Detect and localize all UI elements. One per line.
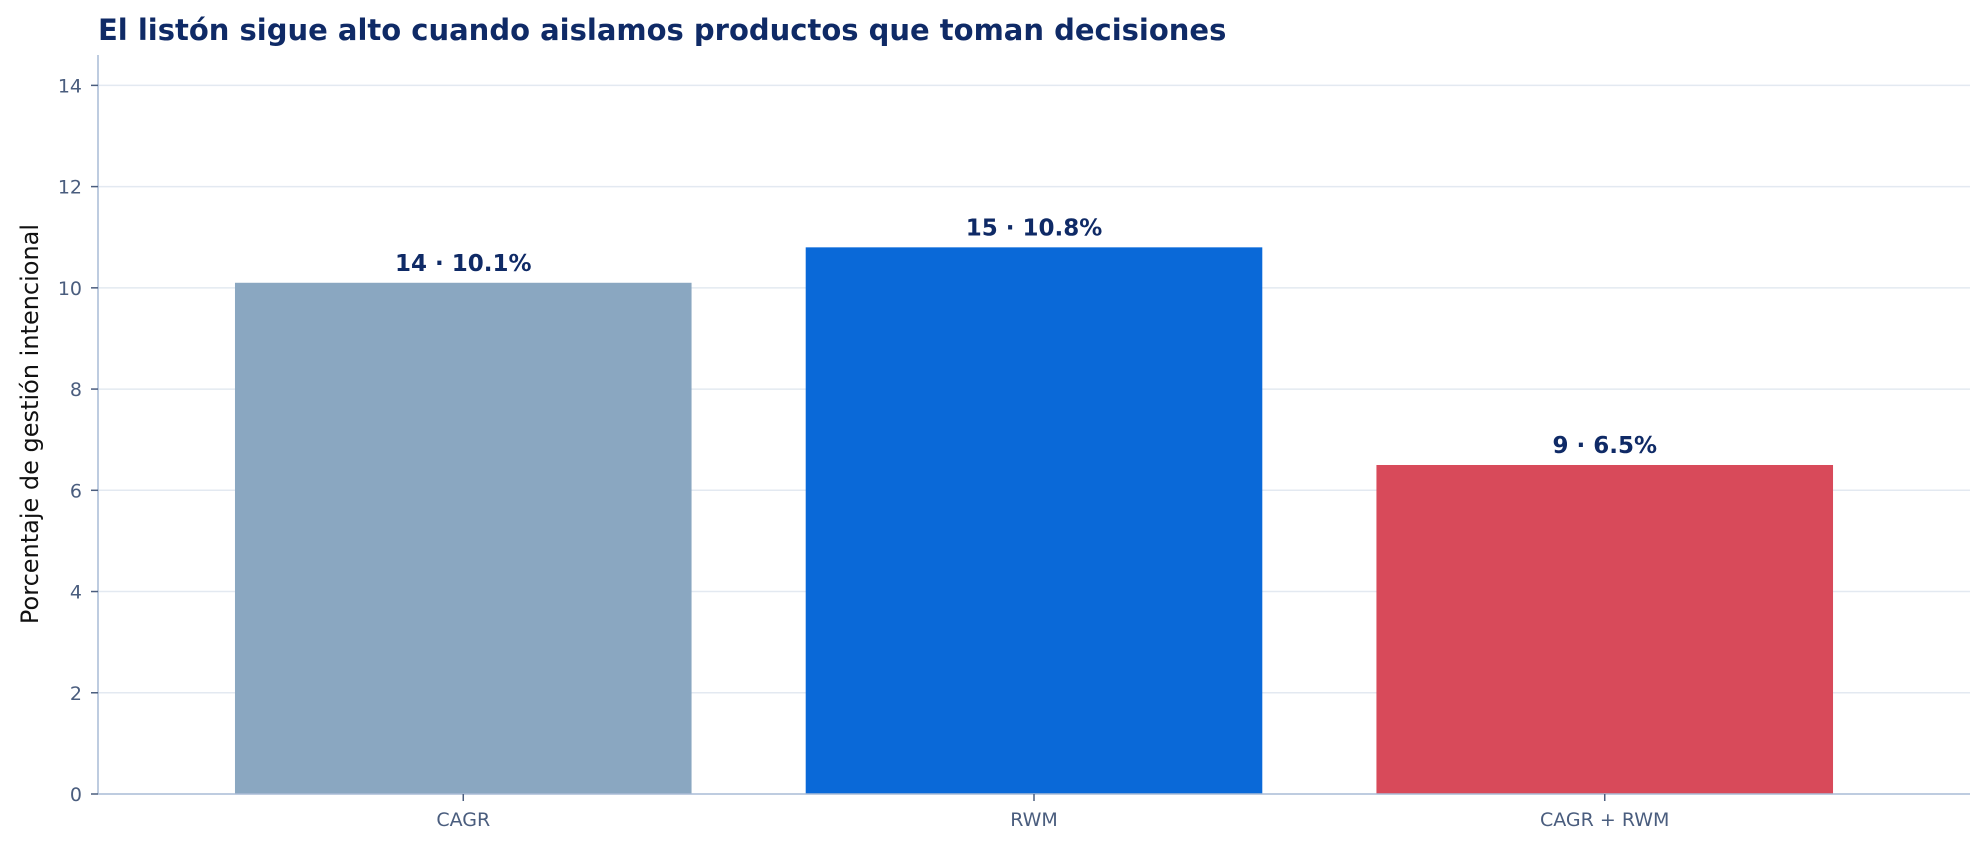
x-tick-label-2: CAGR + RWM [1540, 809, 1669, 831]
y-tick-label-1: 2 [70, 683, 82, 705]
data-labels: 14 · 10.1% 15 · 10.8% 9 · 6.5% [395, 215, 1657, 459]
chart-title: El listón sigue alto cuando aislamos pro… [98, 13, 1226, 47]
data-label-1: 15 · 10.8% [966, 215, 1103, 241]
y-tick-label-5: 10 [58, 278, 82, 300]
bar-1 [805, 247, 1263, 794]
y-tick-label-2: 4 [70, 582, 82, 604]
y-axis-ticks: 0 2 4 6 8 10 12 14 [58, 75, 98, 806]
x-axis-ticks: CAGR RWM CAGR + RWM [436, 794, 1669, 831]
y-tick-label-6: 12 [58, 177, 82, 199]
bar-2 [1376, 464, 1834, 794]
x-tick-label-0: CAGR [436, 809, 490, 831]
data-label-2: 9 · 6.5% [1552, 433, 1657, 459]
y-tick-label-4: 8 [70, 379, 82, 401]
y-tick-label-0: 0 [70, 784, 82, 806]
x-tick-label-1: RWM [1010, 809, 1058, 831]
y-axis-label: Porcentaje de gestión intencional [16, 224, 44, 624]
bars [234, 247, 1834, 794]
bar-0 [234, 282, 692, 794]
y-tick-label-7: 14 [58, 75, 82, 97]
y-tick-label-3: 6 [70, 480, 82, 502]
data-label-0: 14 · 10.1% [395, 251, 532, 277]
